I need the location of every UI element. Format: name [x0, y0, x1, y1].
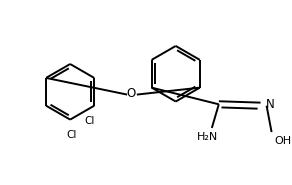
Text: N: N	[265, 98, 274, 111]
Text: OH: OH	[274, 136, 291, 146]
Text: H₂N: H₂N	[197, 132, 218, 142]
Text: Cl: Cl	[85, 116, 95, 126]
Text: Cl: Cl	[66, 130, 77, 140]
Text: O: O	[127, 87, 136, 100]
